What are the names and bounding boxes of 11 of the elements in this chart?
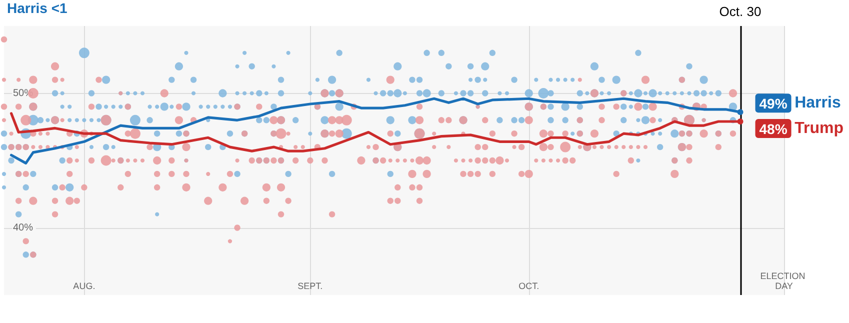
data-label: 49% xyxy=(759,96,788,112)
legend-label: Trump xyxy=(794,120,844,137)
legend-label: Harris xyxy=(794,94,841,112)
x-tick-label: AUG. xyxy=(73,281,96,291)
data-label: 48% xyxy=(759,120,788,137)
x-tick-label: ELECTION DAY xyxy=(760,271,808,291)
y-tick-label: 40% xyxy=(13,222,34,234)
ref-line-label: Oct. 30 xyxy=(719,4,762,19)
x-tick-label: OCT. xyxy=(518,281,540,291)
chart-title: Harris <1 xyxy=(7,0,68,16)
x-tick-label: SEPT. xyxy=(298,281,323,291)
